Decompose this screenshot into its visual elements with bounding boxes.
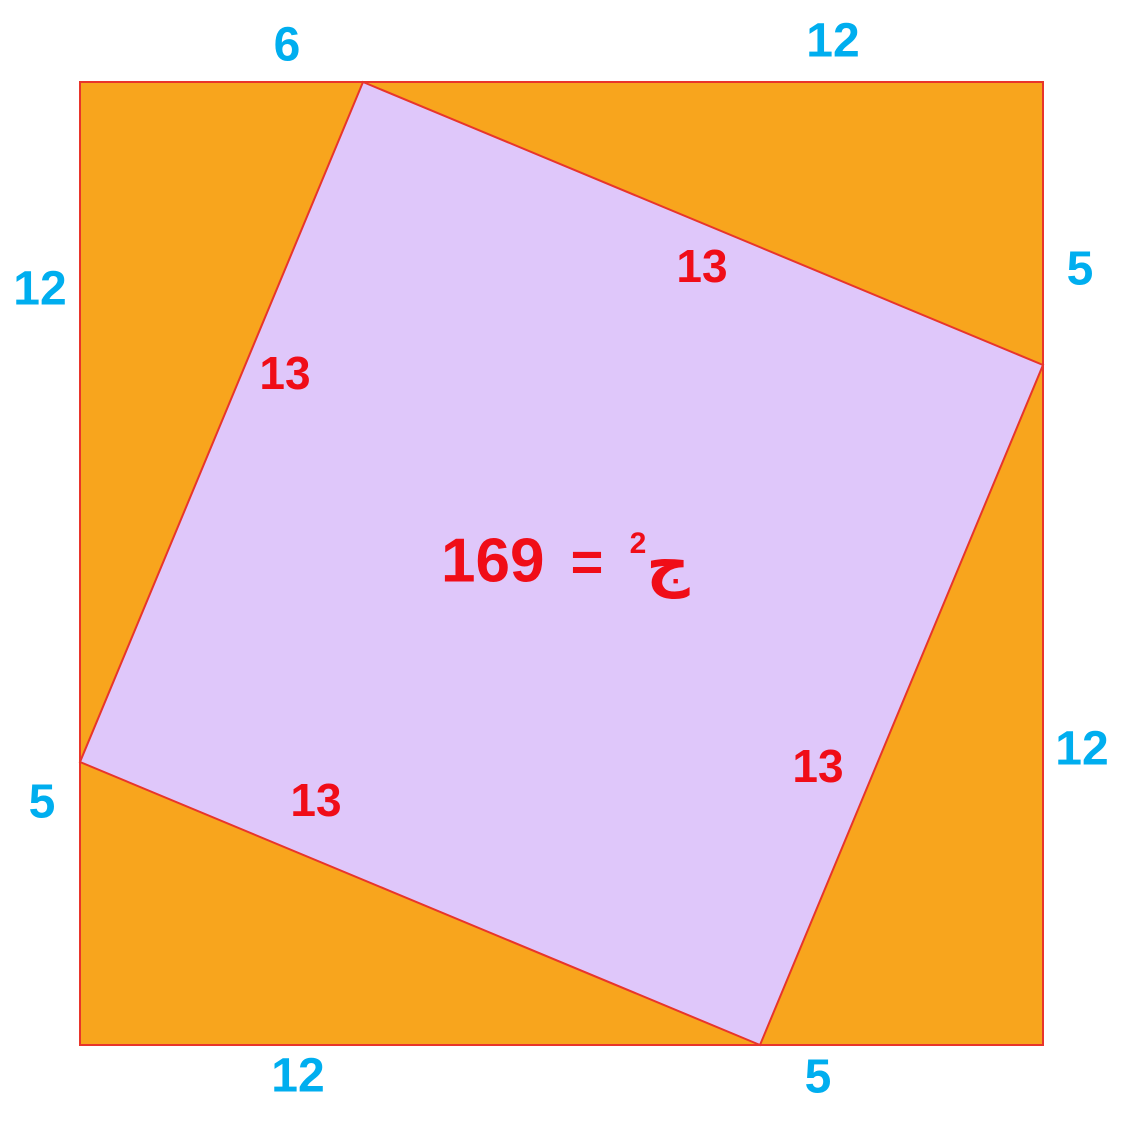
hypotenuse-letter: ج (646, 530, 690, 600)
left-top-segment-label: 12 (13, 263, 66, 316)
bottom-right-segment-label: 5 (805, 1051, 832, 1104)
right-top-segment-label: 5 (1067, 243, 1094, 296)
left-bottom-segment-label: 5 (29, 776, 56, 829)
exponent-label: 2 (630, 527, 647, 560)
bottom-left-segment-label: 12 (271, 1050, 324, 1103)
inner-right-side-label: 13 (792, 740, 843, 792)
equals-sign: = (571, 530, 604, 593)
right-bottom-segment-label: 12 (1055, 723, 1108, 776)
inner-square (78, 80, 1045, 1047)
inner-bottom-side-label: 13 (290, 774, 341, 826)
inner-left-side-label: 13 (259, 347, 310, 399)
inner-top-side-label: 13 (676, 240, 727, 292)
top-left-segment-label: 6 (274, 19, 301, 72)
area-value: 169 (441, 526, 544, 595)
top-right-segment-label: 12 (806, 15, 859, 68)
area-formula: 169 = ج 2 (441, 526, 690, 599)
